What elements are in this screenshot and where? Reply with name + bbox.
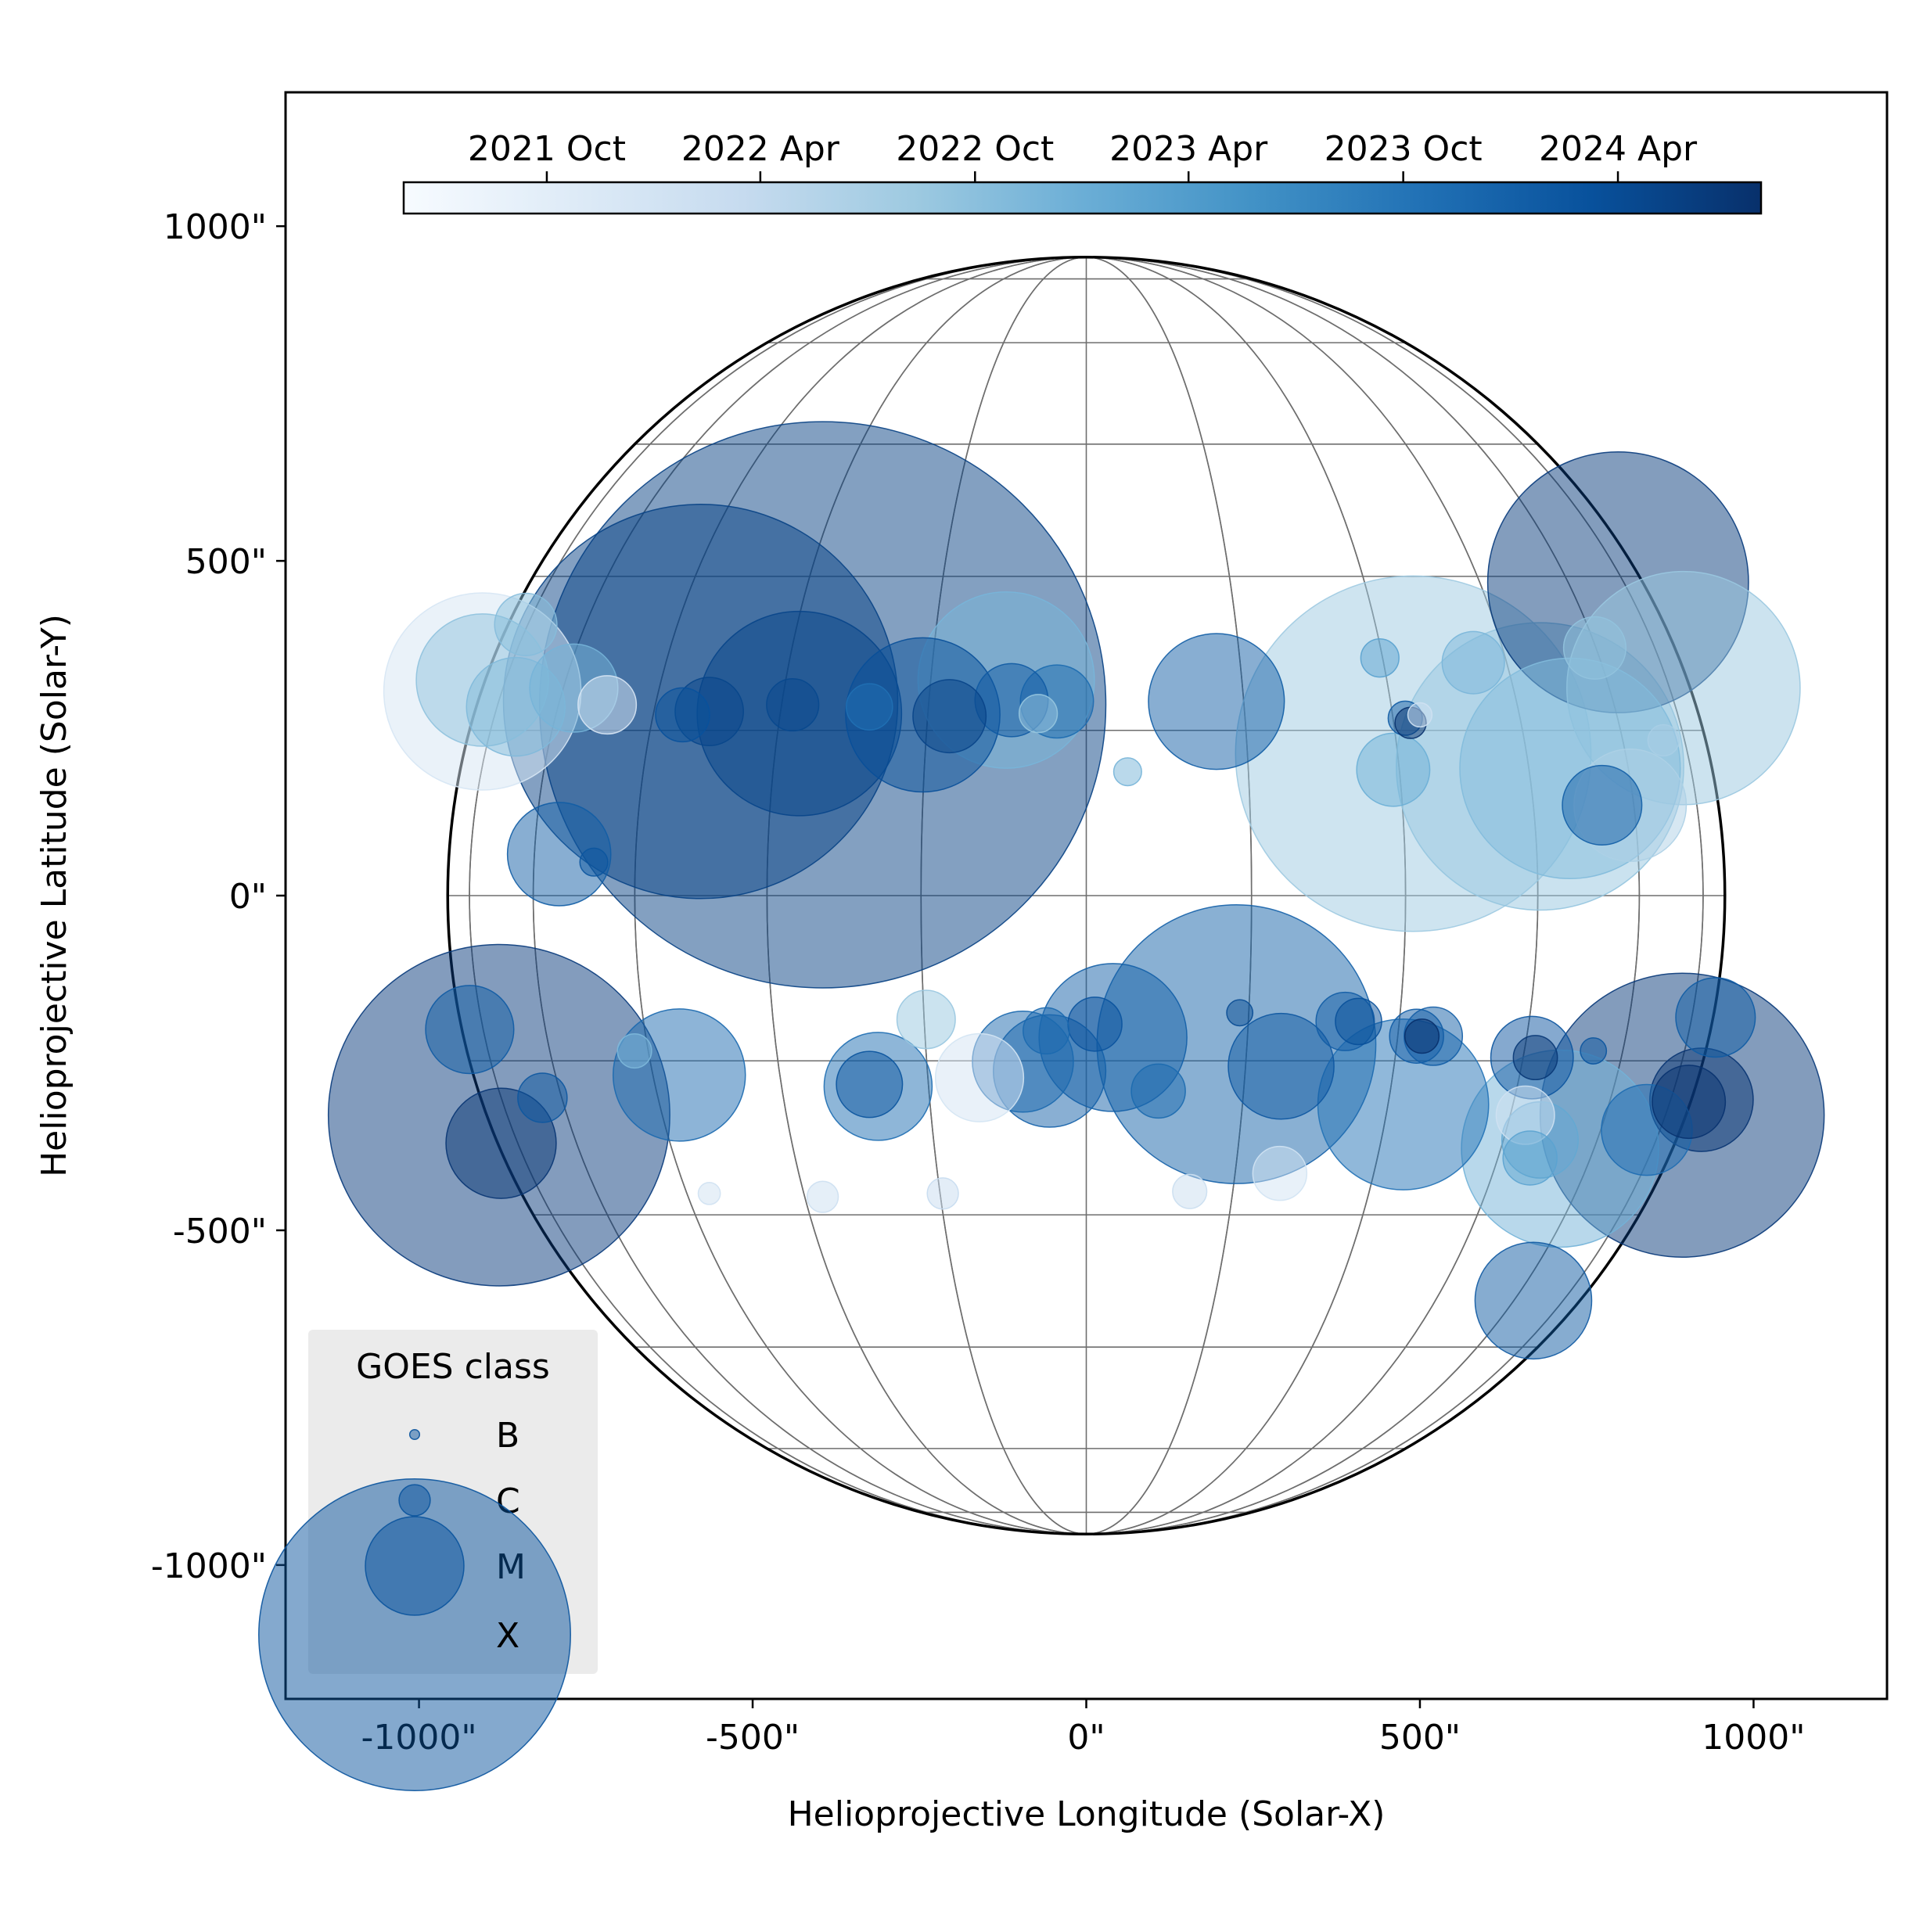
flare-point [1360, 638, 1400, 678]
x-axis: -1000"-500"0"500"1000" [361, 1699, 1806, 1758]
flare-point [1675, 977, 1756, 1058]
flare-point [806, 1180, 839, 1213]
flare-point [612, 1008, 746, 1142]
flare-point [425, 985, 515, 1075]
flare-point [766, 678, 820, 732]
y-axis-label: Helioprojective Latitude (Solar-Y) [34, 614, 74, 1177]
flare-point [1227, 1012, 1335, 1120]
flare-point [1562, 616, 1627, 680]
flare-point [926, 1177, 959, 1210]
flare-point [1647, 724, 1680, 757]
flare-point [836, 1050, 904, 1119]
flare-point [1226, 999, 1254, 1027]
x-tick-label: 500" [1379, 1718, 1461, 1758]
legend-marker [408, 1428, 421, 1441]
y-tick-label: 1000" [164, 207, 267, 247]
flare-point [506, 802, 612, 907]
colorbar-tick-label: 2021 Oct [468, 129, 626, 169]
legend-label: X [496, 1616, 519, 1656]
y-tick-label: 0" [229, 877, 267, 917]
flare-point [846, 683, 893, 731]
flare-point [1148, 633, 1285, 770]
y-tick-label: 500" [185, 542, 267, 582]
colorbar: 2021 Oct 2022 Apr 2022 Oct 2023 Apr 2023 Oct… [402, 129, 1763, 215]
x-tick-label: 0" [1067, 1718, 1105, 1758]
flare-point [577, 675, 638, 735]
flare-point [1023, 1007, 1070, 1055]
legend-title: GOES class [356, 1347, 550, 1387]
solar-limb [446, 256, 1727, 1535]
flare-point [655, 687, 710, 743]
flare-point [517, 1072, 568, 1123]
colorbar-gradient [402, 181, 1763, 215]
flare-point [1474, 1241, 1593, 1360]
flare-point [697, 1182, 721, 1205]
colorbar-tick-label: 2022 Oct [896, 129, 1054, 169]
flare-point [494, 592, 558, 656]
flare-point [1512, 1035, 1558, 1081]
legend: GOES class BCMX [258, 1330, 598, 1791]
flare-point [1441, 630, 1505, 695]
flare-point [616, 1032, 652, 1069]
legend-marker [258, 1478, 571, 1791]
flare-point [912, 679, 987, 754]
colorbar-tick-label: 2023 Apr [1109, 129, 1268, 169]
x-axis-label: Helioprojective Longitude (Solar-X) [788, 1794, 1386, 1834]
flare-point [1580, 1037, 1608, 1065]
flare-points [327, 421, 1825, 1360]
flare-point [1335, 997, 1382, 1046]
legend-label: B [496, 1416, 519, 1456]
colorbar-tick-label: 2023 Oct [1325, 129, 1483, 169]
y-tick-label: -500" [173, 1212, 267, 1251]
flare-point [1404, 1018, 1440, 1054]
flare-point [1067, 997, 1123, 1052]
colorbar-tick-label: 2024 Apr [1539, 129, 1698, 169]
flare-point [579, 847, 609, 877]
y-tick-label: -1000" [151, 1546, 267, 1586]
flare-point [1502, 1130, 1558, 1186]
y-axis: 1000" 500" 0" -500" -1000" [151, 207, 286, 1586]
flare-point [1652, 1065, 1727, 1140]
flare-point [934, 1032, 1025, 1122]
flare-point [1252, 1145, 1308, 1201]
flare-point [1356, 732, 1431, 807]
longitude-line [469, 257, 1704, 1535]
colorbar-tick-label: 2022 Apr [681, 129, 840, 169]
x-tick-label: 1000" [1702, 1718, 1805, 1758]
flare-point [1112, 757, 1142, 787]
flare-point [1018, 694, 1059, 734]
flare-point [896, 989, 956, 1050]
flare-point [1130, 1063, 1186, 1119]
flare-point [1407, 702, 1433, 728]
x-tick-label: -500" [706, 1718, 800, 1758]
flare-point [1562, 764, 1643, 846]
flare-point [1172, 1173, 1208, 1209]
